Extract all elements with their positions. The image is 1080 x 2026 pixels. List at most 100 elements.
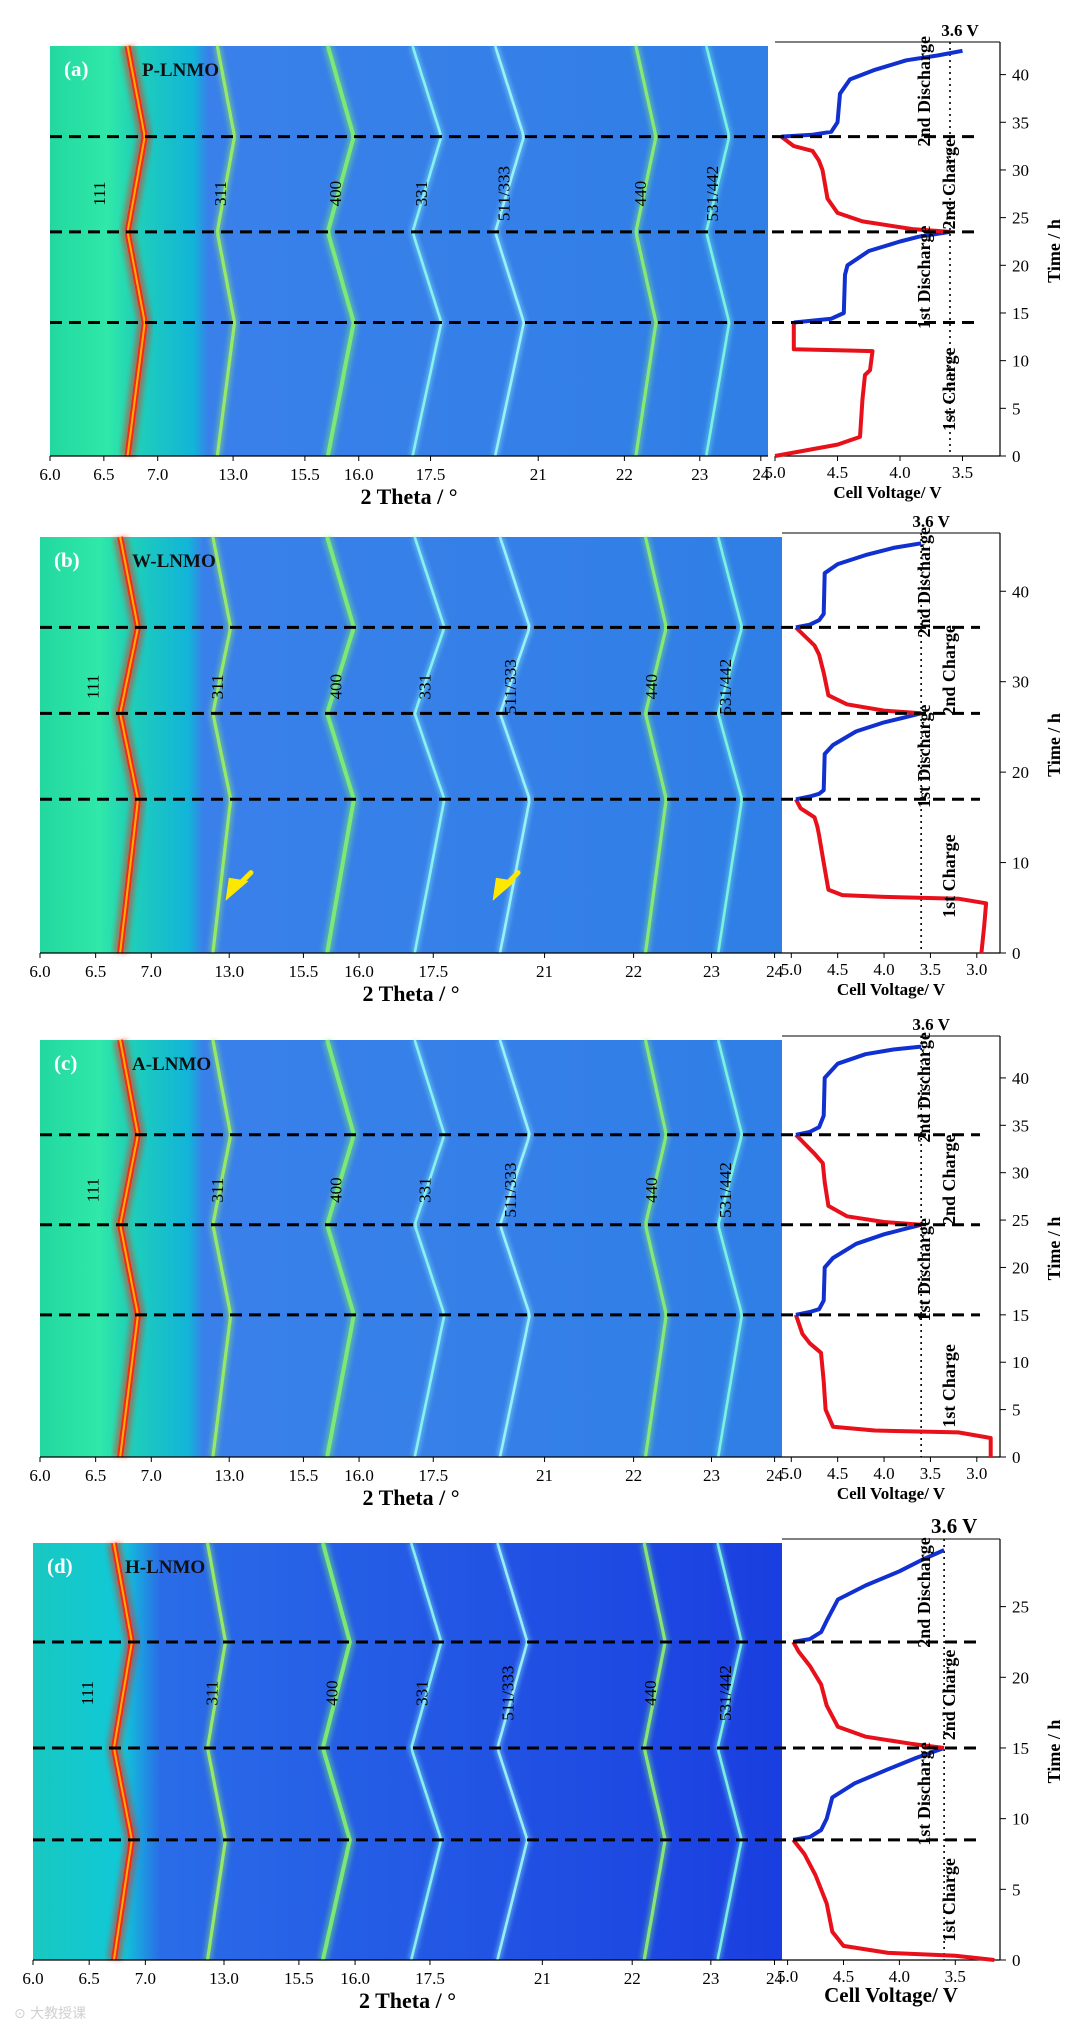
voltage-tick-label: 4.5 (827, 1464, 848, 1483)
x-axis-title: 2 Theta / ° (359, 1988, 456, 2013)
x-tick-label: 21 (536, 962, 553, 981)
voltage-tick-label: 4.0 (873, 1464, 894, 1483)
segment-label: 2nd Discharge (914, 1032, 934, 1143)
peak-track (716, 1542, 743, 1961)
voltage-tick-label: 3.0 (966, 1464, 987, 1483)
panel-c: 111 311 400 331 511/333 440 531/442(c) A-LNMO6.… (29, 1015, 1064, 1510)
voltage-axis-title: Cell Voltage/ V (824, 1983, 958, 2007)
voltage-curve-1st-discharge (792, 1746, 945, 1842)
peak-track (325, 536, 356, 954)
time-tick-label: 20 (1012, 256, 1029, 275)
peak-label: 511/333 (499, 1666, 518, 1721)
voltage-tick-label: 5.0 (764, 463, 785, 482)
x-tick-label: 23 (703, 962, 720, 981)
segment-label: 2nd Charge (939, 1135, 959, 1226)
peak-track (634, 45, 658, 457)
x-axis-title: 2 Theta / ° (362, 981, 459, 1006)
voltage-plot-area (782, 1539, 1000, 1960)
peak-label: 440 (641, 1680, 660, 1706)
segment-label: 2nd Charge (939, 1650, 959, 1741)
peak-track (409, 1542, 443, 1961)
voltage-curve-1st-charge (794, 798, 989, 954)
peak-track-core (126, 45, 146, 457)
peak-label: 331 (416, 674, 435, 700)
voltage-tick-label: 3.0 (966, 960, 987, 979)
voltage-curve-1st-discharge (795, 711, 922, 802)
voltage-curve-1st-charge (774, 322, 875, 458)
annotation-arrow (225, 870, 254, 901)
time-tick-label: 20 (1012, 1668, 1029, 1687)
voltage-plot-area (782, 533, 1000, 953)
sample-label: W-LNMO (132, 551, 216, 572)
peak-label: 531/442 (703, 166, 722, 222)
voltage-curve-1st-discharge (793, 229, 951, 325)
time-tick-label: 5 (1012, 399, 1021, 418)
segment-label: 2nd Discharge (914, 527, 934, 638)
peak-label: 111 (78, 1681, 97, 1705)
x-tick-label: 6.5 (79, 1969, 100, 1988)
peak-label: 511/333 (495, 166, 514, 221)
x-tick-label: 7.0 (135, 1969, 156, 1988)
x-tick-label: 17.5 (418, 1466, 448, 1485)
peak-label: 440 (631, 181, 650, 207)
peak-track (493, 45, 526, 457)
x-tick-label: 6.0 (29, 962, 50, 981)
x-tick-label: 21 (536, 1466, 553, 1485)
panel-label: (b) (54, 548, 80, 572)
voltage-curve-2nd-discharge (795, 541, 922, 630)
x-tick-label: 16.0 (340, 1969, 370, 1988)
voltage-curve-2nd-charge (780, 135, 951, 234)
x-tick-label: 6.5 (85, 1466, 106, 1485)
time-tick-label: 10 (1012, 352, 1029, 371)
panel-label: (d) (47, 1554, 73, 1578)
voltage-tick-label: 5.0 (781, 1464, 802, 1483)
voltage-marker-label: 3.6 V (912, 1015, 950, 1034)
peak-track (498, 1039, 531, 1458)
peak-label: 111 (84, 675, 103, 699)
segment-label: 2nd Charge (939, 139, 959, 230)
panel-a: 111 311 400 331 511/333 440 531/442(a) P-LNMO6.… (39, 21, 1064, 509)
x-tick-label: 24 (752, 465, 770, 484)
segment-label: 1st Discharge (914, 1742, 934, 1845)
peak-track (411, 45, 443, 457)
x-tick-label: 22 (616, 465, 633, 484)
peak-label: 400 (326, 1177, 345, 1203)
time-tick-label: 35 (1012, 113, 1029, 132)
x-tick-label: 6.0 (22, 1969, 43, 1988)
voltage-curve-1st-charge (794, 1314, 993, 1457)
segment-label: 2nd Discharge (914, 36, 934, 147)
heatmap-background (40, 537, 782, 953)
time-tick-label: 25 (1012, 1598, 1029, 1617)
peak-label: 111 (84, 1178, 103, 1202)
peak-label: 311 (203, 1681, 222, 1706)
voltage-curve-2nd-charge (794, 625, 922, 716)
x-tick-label: 16.0 (344, 1466, 374, 1485)
sample-label: H-LNMO (125, 1557, 205, 1578)
peak-label: 311 (208, 1178, 227, 1203)
x-tick-label: 15.5 (290, 465, 320, 484)
voltage-axis-title: Cell Voltage/ V (833, 483, 942, 502)
x-tick-label: 6.0 (29, 1466, 50, 1485)
peak-track (325, 45, 356, 457)
peak-label: 400 (326, 181, 345, 207)
peak-track (215, 45, 237, 457)
peak-track (643, 536, 668, 954)
time-tick-label: 10 (1012, 1353, 1029, 1372)
peak-track (496, 1542, 529, 1961)
peak-track (705, 45, 731, 457)
peak-label: 331 (416, 1177, 435, 1203)
heatmap-background (50, 46, 768, 456)
time-axis-title: Time / h (1044, 713, 1064, 777)
peak-label: 331 (412, 181, 431, 207)
time-tick-label: 30 (1012, 1164, 1029, 1183)
x-tick-label: 15.5 (284, 1969, 314, 1988)
segment-label: 1st Discharge (914, 225, 934, 328)
x-tick-label: 17.5 (415, 1969, 445, 1988)
time-tick-label: 10 (1012, 854, 1029, 873)
panel-b: 111 311 400 331 511/333 440 531/442(b) W-LNMO6.… (29, 512, 1064, 1006)
time-tick-label: 40 (1012, 66, 1029, 85)
voltage-tick-label: 3.5 (952, 463, 973, 482)
voltage-tick-label: 4.0 (873, 960, 894, 979)
voltage-curve-2nd-charge (794, 1133, 922, 1227)
peak-label: 531/442 (716, 1162, 735, 1218)
